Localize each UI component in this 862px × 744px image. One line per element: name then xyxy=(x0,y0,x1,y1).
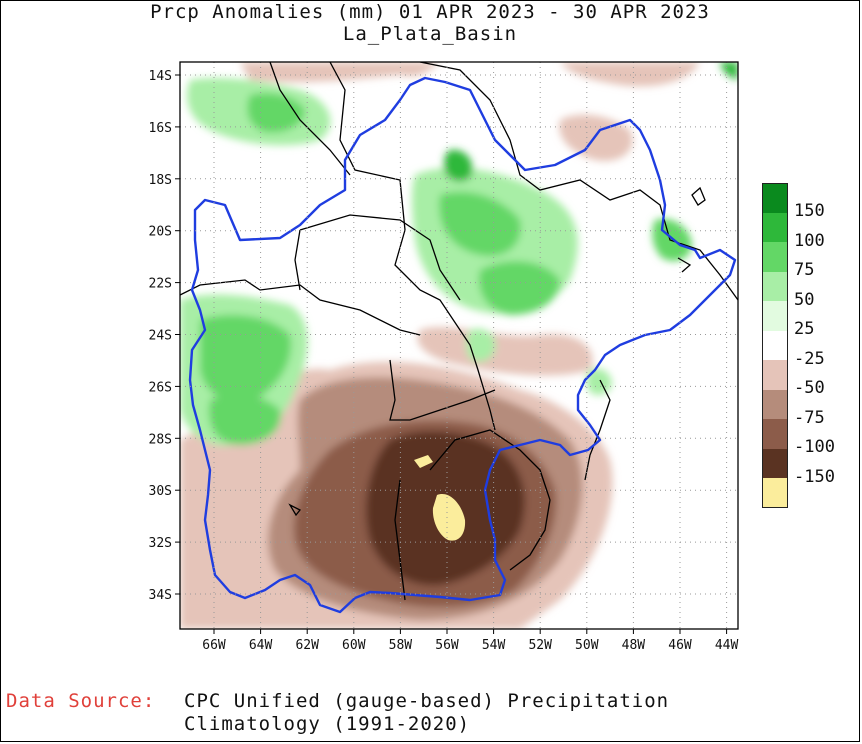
grid-lines xyxy=(180,62,738,629)
legend-label: 150 xyxy=(794,201,825,221)
map-subtitle: La_Plata_Basin xyxy=(342,23,518,45)
legend-label: 75 xyxy=(794,260,815,280)
legend-swatch xyxy=(762,271,788,301)
lat-tick-label: 20S xyxy=(149,225,172,240)
lon-tick-label: 62W xyxy=(295,638,319,653)
legend-label: 100 xyxy=(794,230,825,251)
legend-swatch xyxy=(762,478,788,508)
lat-tick-label: 22S xyxy=(149,277,172,292)
lat-tick-label: 24S xyxy=(149,329,172,344)
data-source-label: Data Source: xyxy=(6,690,156,712)
legend-label: -25 xyxy=(794,348,825,369)
lat-tick-label: 32S xyxy=(149,536,172,551)
lat-tick-label: 16S xyxy=(149,121,172,136)
basin-outline xyxy=(188,76,737,614)
lat-ticks: 14S 16S 18S 20S 22S 24S 26S 28S 30S 32S 34S xyxy=(149,69,180,603)
lat-tick-label: 34S xyxy=(149,588,172,603)
data-source-line2: Climatology (1991-2020) xyxy=(184,713,471,735)
lon-tick-label: 60W xyxy=(342,638,366,653)
map-title: Prcp Anomalies (mm) 01 APR 2023 - 30 APR… xyxy=(150,1,710,23)
legend-swatch xyxy=(762,212,788,242)
legend-swatch xyxy=(762,242,788,272)
legend-label: -75 xyxy=(794,407,825,428)
legend-swatch xyxy=(762,330,788,360)
legend-swatch xyxy=(762,301,788,331)
legend-label: -100 xyxy=(794,437,835,457)
plot-border xyxy=(179,61,739,630)
lon-tick-label: 48W xyxy=(622,638,646,653)
lon-tick-label: 50W xyxy=(575,638,599,653)
legend-label: 50 xyxy=(794,289,815,310)
lon-tick-label: 44W xyxy=(715,638,739,653)
legend-swatch xyxy=(762,419,788,449)
lat-tick-label: 18S xyxy=(149,173,172,188)
lat-tick-label: 28S xyxy=(149,432,172,447)
legend-swatch xyxy=(762,389,788,419)
lon-tick-label: 52W xyxy=(528,638,552,653)
legend-swatch xyxy=(762,183,788,213)
anomaly-field xyxy=(180,62,738,629)
data-source-line1: CPC Unified (gauge-based) Precipitation xyxy=(184,690,670,712)
legend-label: 25 xyxy=(794,319,815,339)
lon-tick-label: 46W xyxy=(668,638,692,653)
lon-ticks: 66W 64W 62W 60W 58W 56W 54W 52W 50W 48W 46W 44W xyxy=(202,629,739,653)
lat-tick-label: 14S xyxy=(149,69,172,84)
lat-tick-label: 30S xyxy=(149,484,172,499)
lon-tick-label: 66W xyxy=(202,638,226,653)
legend-label: -150 xyxy=(794,466,835,487)
lon-tick-label: 54W xyxy=(482,638,506,653)
legend-swatch xyxy=(762,448,788,478)
lat-tick-label: 26S xyxy=(149,380,172,395)
lon-tick-label: 56W xyxy=(435,638,459,653)
legend-swatch xyxy=(762,360,788,390)
lon-tick-label: 58W xyxy=(389,638,413,653)
lon-tick-label: 64W xyxy=(249,638,273,653)
legend-label: -50 xyxy=(794,378,825,398)
